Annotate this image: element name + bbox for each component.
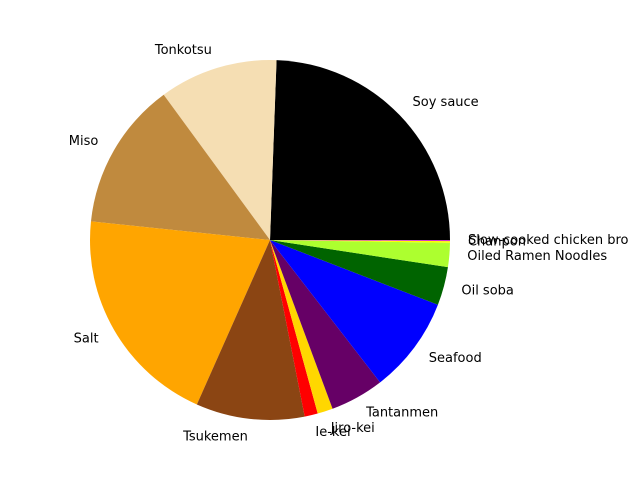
pie-slice	[270, 240, 450, 243]
slice-label: Tsukemen	[182, 429, 248, 444]
pie-slice	[270, 60, 450, 241]
pie-slice	[90, 94, 270, 240]
slice-label: Tonkotsu	[154, 43, 212, 58]
pie-slice	[270, 240, 438, 383]
pie-slice	[270, 240, 318, 417]
slice-label: Ie-kei	[315, 425, 350, 440]
slice-label: Seafood	[429, 351, 482, 366]
slice-label: Soy sauce	[413, 95, 479, 110]
pie-slice	[196, 240, 305, 421]
pie-slice	[90, 221, 270, 405]
slice-label: Salt	[74, 332, 99, 347]
slice-label: Jiro-kei	[330, 421, 375, 436]
pie-slice	[270, 240, 333, 414]
slice-label: Chanpon	[468, 235, 526, 250]
slice-label: Oil soba	[461, 283, 514, 298]
pie-slice	[163, 60, 277, 240]
slice-label: Miso	[69, 134, 99, 149]
pie-slices	[90, 60, 451, 421]
pie-slice	[270, 240, 381, 409]
pie-slice	[270, 240, 451, 242]
slice-label: Oiled Ramen Noodles	[467, 249, 607, 264]
pie-slice	[270, 240, 448, 305]
slice-label: Slow-cooked chicken bro	[468, 233, 629, 248]
pie-labels: Soy sauce Tonkotsu Miso Salt Tsukemen Ie-keiJ…	[69, 43, 629, 444]
slice-label: Tantanmen	[365, 406, 438, 421]
pie-slice	[270, 240, 450, 268]
